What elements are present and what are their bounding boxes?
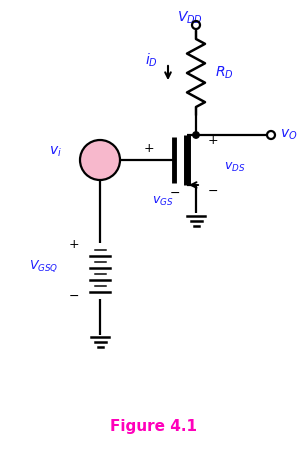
Text: −: − — [99, 159, 109, 172]
Text: $i_D$: $i_D$ — [145, 51, 158, 69]
Text: −: − — [208, 184, 218, 198]
Text: $v_i$: $v_i$ — [49, 145, 62, 159]
Circle shape — [80, 140, 120, 180]
Circle shape — [193, 132, 199, 138]
Text: +: + — [144, 141, 154, 154]
Text: +: + — [69, 238, 79, 251]
Text: −: − — [170, 187, 180, 199]
Text: $V_{GSQ}$: $V_{GSQ}$ — [29, 258, 58, 274]
Text: $v_O$: $v_O$ — [280, 128, 298, 142]
Text: Figure 4.1: Figure 4.1 — [111, 419, 197, 434]
Text: −: − — [69, 289, 79, 303]
Text: +: + — [91, 147, 103, 161]
Text: $v_{DS}$: $v_{DS}$ — [224, 160, 245, 173]
Text: +: + — [208, 135, 218, 148]
Text: $R_D$: $R_D$ — [215, 65, 234, 81]
Text: $v_{GS}$: $v_{GS}$ — [152, 195, 174, 208]
Text: $V_{DD}$: $V_{DD}$ — [177, 10, 203, 26]
